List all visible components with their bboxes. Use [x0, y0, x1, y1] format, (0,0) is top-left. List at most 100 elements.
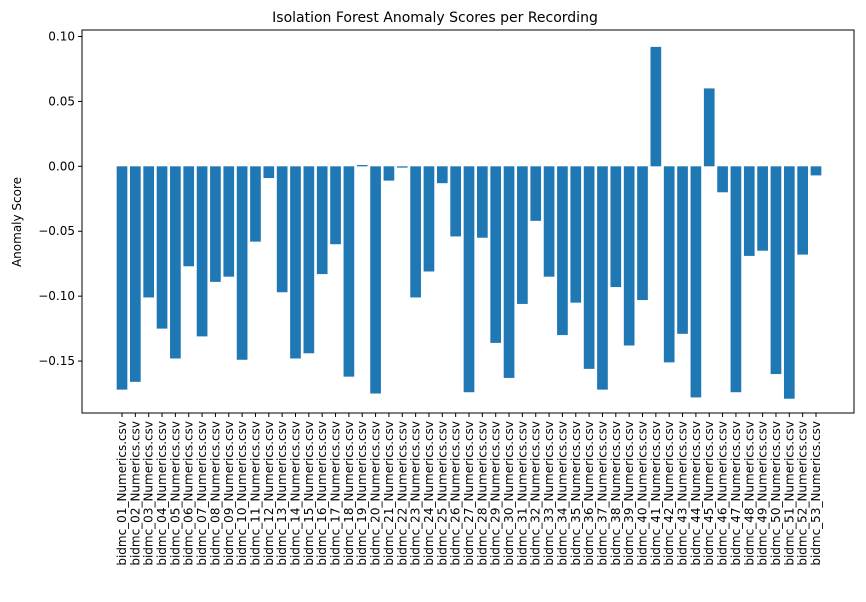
x-tick-label: bidmc_47_Numerics.csv [729, 421, 743, 566]
y-tick-label: 0.05 [48, 94, 75, 108]
x-tick-label: bidmc_10_Numerics.csv [235, 421, 249, 566]
y-tick-label: 0.10 [48, 29, 75, 43]
bar-41 [650, 46, 662, 167]
bar-46 [717, 166, 728, 193]
bar-34 [557, 166, 568, 336]
bar-49 [757, 166, 768, 251]
bar-10 [236, 166, 248, 360]
x-tick-label: bidmc_19_Numerics.csv [355, 421, 369, 566]
bar-11 [250, 166, 261, 242]
x-tick-label: bidmc_14_Numerics.csv [289, 421, 303, 566]
x-tick-label: bidmc_13_Numerics.csv [275, 421, 289, 566]
bar-32 [530, 166, 542, 221]
x-tick-label: bidmc_08_Numerics.csv [208, 421, 222, 566]
x-tick-label: bidmc_29_Numerics.csv [489, 421, 503, 566]
bar-9 [223, 166, 235, 277]
x-tick-label: bidmc_06_Numerics.csv [182, 421, 196, 566]
bar-23 [410, 166, 421, 298]
bar-45 [703, 88, 715, 167]
x-tick-label: bidmc_51_Numerics.csv [782, 421, 796, 566]
bar-13 [276, 166, 288, 293]
bar-6 [183, 166, 195, 267]
x-tick-label: bidmc_33_Numerics.csv [542, 421, 556, 566]
x-tick-label: bidmc_04_Numerics.csv [155, 421, 169, 566]
y-axis: 0.10 0.05 0.00 −0.05 −0.10 −0.15 [38, 29, 82, 368]
bar-33 [543, 166, 555, 277]
x-tick-label: bidmc_49_Numerics.csv [756, 421, 770, 566]
x-axis: bidmc_01_Numerics.csv bidmc_02_Numerics.c… [115, 413, 823, 566]
x-tick-label: bidmc_03_Numerics.csv [142, 421, 156, 566]
x-tick-label: bidmc_41_Numerics.csv [649, 421, 663, 566]
x-tick-label: bidmc_22_Numerics.csv [395, 421, 409, 566]
bar-39 [623, 166, 635, 346]
bar-28 [477, 166, 488, 238]
x-tick-label: bidmc_53_Numerics.csv [809, 421, 823, 566]
x-tick-label: bidmc_05_Numerics.csv [168, 421, 182, 566]
bar-series [116, 46, 822, 399]
x-tick-label: bidmc_28_Numerics.csv [475, 421, 489, 566]
y-axis-label: Anomaly Score [10, 177, 24, 267]
x-tick-label: bidmc_25_Numerics.csv [435, 421, 449, 566]
y-tick-label: −0.15 [38, 354, 75, 368]
x-tick-label: bidmc_36_Numerics.csv [582, 421, 596, 566]
x-tick-label: bidmc_07_Numerics.csv [195, 421, 209, 566]
x-tick-label: bidmc_11_Numerics.csv [248, 421, 262, 566]
bar-37 [597, 166, 608, 390]
x-tick-label: bidmc_20_Numerics.csv [369, 421, 383, 566]
bar-19 [356, 165, 368, 167]
x-tick-label: bidmc_31_Numerics.csv [515, 421, 529, 566]
bar-14 [290, 166, 301, 359]
bar-42 [663, 166, 675, 363]
y-tick-label: −0.05 [38, 224, 75, 238]
x-tick-label: bidmc_01_Numerics.csv [115, 421, 129, 566]
x-tick-label: bidmc_02_Numerics.csv [128, 421, 142, 566]
x-tick-label: bidmc_48_Numerics.csv [742, 421, 756, 566]
x-tick-label: bidmc_32_Numerics.csv [529, 421, 543, 566]
x-tick-label: bidmc_23_Numerics.csv [409, 421, 423, 566]
bar-35 [570, 166, 582, 303]
x-tick-label: bidmc_38_Numerics.csv [609, 421, 623, 566]
bar-38 [610, 166, 622, 288]
bar-30 [503, 166, 515, 378]
bar-18 [343, 166, 355, 377]
bar-12 [263, 166, 275, 178]
x-tick-label: bidmc_09_Numerics.csv [222, 421, 236, 566]
x-tick-label: bidmc_44_Numerics.csv [689, 421, 703, 566]
x-tick-label: bidmc_12_Numerics.csv [262, 421, 276, 566]
bar-50 [770, 166, 782, 375]
bar-25 [436, 166, 448, 184]
x-tick-label: bidmc_43_Numerics.csv [676, 421, 690, 566]
x-tick-label: bidmc_39_Numerics.csv [622, 421, 636, 566]
bar-36 [583, 166, 595, 369]
x-tick-label: bidmc_34_Numerics.csv [555, 421, 569, 566]
bar-51 [783, 166, 795, 399]
x-tick-label: bidmc_21_Numerics.csv [382, 421, 396, 566]
bar-3 [143, 166, 155, 298]
x-tick-label: bidmc_15_Numerics.csv [302, 421, 316, 566]
bar-5 [170, 166, 181, 359]
x-tick-label: bidmc_30_Numerics.csv [502, 421, 516, 566]
x-tick-label: bidmc_35_Numerics.csv [569, 421, 583, 566]
x-tick-label: bidmc_45_Numerics.csv [702, 421, 716, 566]
bar-24 [423, 166, 435, 272]
x-tick-label: bidmc_27_Numerics.csv [462, 421, 476, 566]
bar-17 [330, 166, 341, 245]
y-tick-label: −0.10 [38, 289, 75, 303]
bar-16 [316, 166, 328, 275]
x-tick-label: bidmc_42_Numerics.csv [662, 421, 676, 566]
bar-29 [490, 166, 502, 343]
bar-2 [130, 166, 141, 382]
bar-40 [637, 166, 648, 301]
bar-31 [517, 166, 528, 304]
bar-44 [690, 166, 702, 398]
bar-7 [196, 166, 208, 337]
x-tick-label: bidmc_52_Numerics.csv [796, 421, 810, 566]
x-tick-label: bidmc_40_Numerics.csv [636, 421, 650, 566]
bar-27 [463, 166, 475, 393]
plot-frame [81, 29, 855, 414]
x-tick-label: bidmc_24_Numerics.csv [422, 421, 436, 566]
bar-47 [730, 166, 742, 393]
x-tick-label: bidmc_16_Numerics.csv [315, 421, 329, 566]
bar-8 [210, 166, 221, 282]
